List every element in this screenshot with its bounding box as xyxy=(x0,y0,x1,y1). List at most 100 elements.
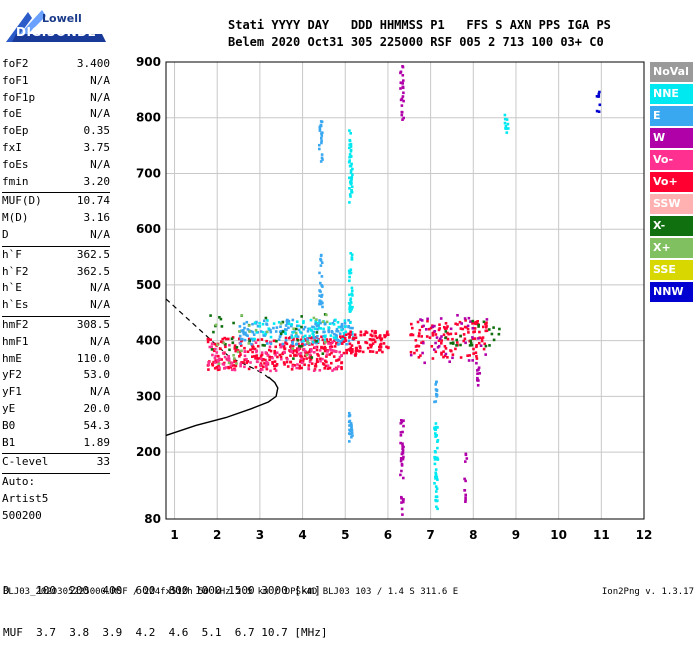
echo-point xyxy=(334,350,338,353)
echo-point xyxy=(337,325,341,329)
echo-point xyxy=(380,337,384,340)
echo-point xyxy=(348,411,351,415)
echo-point xyxy=(293,330,296,333)
echo-point xyxy=(245,333,248,337)
echo-point xyxy=(303,343,307,346)
echo-point xyxy=(344,333,348,337)
param-value: 3.16 xyxy=(83,211,111,225)
echo-point xyxy=(433,348,436,351)
echo-point xyxy=(400,110,404,114)
echo-point xyxy=(431,357,435,360)
echo-point xyxy=(252,333,256,336)
echo-point xyxy=(443,345,447,348)
echo-point xyxy=(433,458,437,461)
echo-point xyxy=(357,340,360,344)
echo-point xyxy=(218,357,222,361)
echo-point xyxy=(299,359,303,362)
echo-point xyxy=(349,169,353,172)
echo-point xyxy=(333,339,336,342)
echo-point xyxy=(370,343,373,347)
echo-point xyxy=(318,302,321,306)
echo-point xyxy=(310,336,313,339)
echo-point xyxy=(243,346,246,350)
echo-point xyxy=(318,299,322,303)
echo-point xyxy=(351,294,354,297)
parameters-panel: foF2 3.400 foF1 N/A foF1p N/A foE N/A foEp 0.35 fx… xyxy=(2,57,110,526)
echo-point xyxy=(462,339,465,343)
echo-point xyxy=(238,337,241,341)
echo-point xyxy=(474,322,477,326)
echo-point xyxy=(322,327,325,331)
echo-point xyxy=(402,476,405,480)
param-value: 10.74 xyxy=(76,194,110,208)
echo-point xyxy=(329,334,333,337)
echo-point xyxy=(330,345,334,349)
echo-point xyxy=(272,339,276,343)
echo-point xyxy=(358,345,362,348)
echo-point xyxy=(378,343,382,347)
echo-point xyxy=(443,326,446,329)
echo-point xyxy=(454,347,457,351)
logo-lowell-text: Lowell xyxy=(42,12,82,25)
echo-point xyxy=(464,498,467,502)
echo-point xyxy=(401,447,404,451)
echo-point xyxy=(211,353,214,357)
echo-point xyxy=(265,363,268,367)
echo-point xyxy=(222,363,226,366)
x-tick-label: 8 xyxy=(469,528,477,542)
echo-point xyxy=(322,363,326,366)
echo-point xyxy=(348,155,351,159)
echo-point xyxy=(312,334,315,337)
echo-point xyxy=(251,339,255,342)
echo-point xyxy=(370,329,374,333)
echo-point xyxy=(473,330,476,333)
y-tick-label: 80 xyxy=(144,512,161,526)
echo-point xyxy=(347,332,350,336)
echo-point xyxy=(293,354,296,357)
echo-point xyxy=(318,271,321,275)
echo-point xyxy=(479,344,483,347)
legend-item: NoVal xyxy=(650,62,693,82)
echo-point xyxy=(382,342,386,345)
echo-point xyxy=(218,347,222,350)
echo-point xyxy=(466,324,470,328)
echo-point xyxy=(338,332,342,335)
profile-curves xyxy=(165,298,279,437)
echo-point xyxy=(419,318,422,321)
echo-point xyxy=(386,330,389,334)
echo-point xyxy=(413,351,416,355)
echo-point xyxy=(465,326,468,329)
echo-point xyxy=(320,156,324,160)
param-value: 3.400 xyxy=(76,57,110,70)
echo-point xyxy=(215,351,219,354)
echo-point xyxy=(296,335,300,338)
echo-point xyxy=(320,284,323,287)
echo-point xyxy=(340,361,343,365)
param-value: 362.5 xyxy=(76,264,110,278)
echo-point xyxy=(435,490,438,493)
echo-point xyxy=(227,354,230,358)
echo-point xyxy=(463,317,467,320)
echo-point xyxy=(349,321,352,324)
echo-point xyxy=(374,335,377,338)
echo-point xyxy=(251,322,254,326)
echo-point xyxy=(329,338,332,341)
echo-point xyxy=(351,333,354,336)
echo-point xyxy=(349,298,352,302)
echo-point xyxy=(433,330,437,333)
echo-point xyxy=(312,369,316,372)
echo-point xyxy=(271,356,274,360)
echo-point xyxy=(330,330,334,333)
echo-point xyxy=(254,365,258,369)
param-row: foEs N/A xyxy=(2,158,110,175)
param-row: Auto: xyxy=(2,475,110,492)
param-separator xyxy=(2,473,110,475)
echo-point xyxy=(446,356,449,359)
echo-point xyxy=(401,95,405,98)
echo-point xyxy=(265,323,269,326)
echo-point xyxy=(433,400,436,404)
echo-point xyxy=(492,338,496,342)
echo-point xyxy=(414,339,418,342)
echo-point xyxy=(350,427,353,430)
echo-point xyxy=(255,349,258,352)
